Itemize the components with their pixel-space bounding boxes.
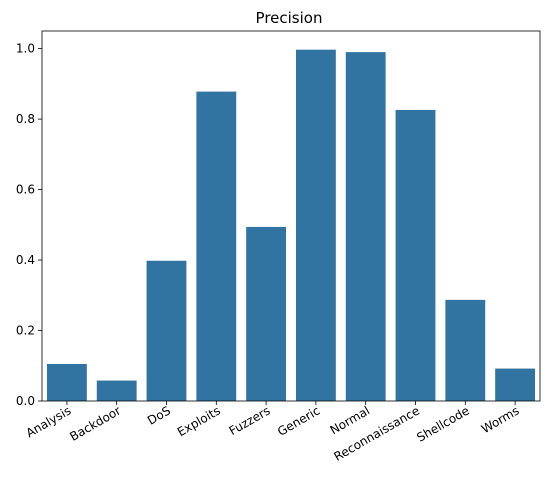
y-tick-label: 0.8 (16, 112, 35, 126)
chart-title: Precision (256, 9, 323, 27)
bar-reconnaissance (395, 109, 436, 402)
bar-worms (495, 368, 536, 401)
y-tick-label: 0.2 (16, 324, 35, 338)
x-tick-label: Analysis (24, 403, 74, 440)
bar-dos (146, 260, 187, 401)
x-tick-label: Reconnaissance (331, 403, 422, 463)
x-tick-label: Exploits (175, 403, 223, 439)
bar-shellcode (445, 299, 486, 401)
x-tick-label: Shellcode (414, 403, 471, 444)
x-tick-label: Generic (275, 403, 322, 438)
x-tick-label: DoS (145, 403, 173, 427)
y-tick-label: 0.6 (16, 183, 35, 197)
y-tick-label: 0.0 (16, 394, 35, 408)
bar-fuzzers (246, 226, 287, 401)
plot-frame (41, 30, 541, 402)
y-tick-label: 1.0 (16, 42, 35, 56)
x-tick-label: Worms (479, 403, 522, 436)
bar-backdoor (96, 380, 137, 401)
bar-generic (295, 49, 336, 402)
x-tick-label: Backdoor (67, 403, 123, 443)
x-tick-label: Fuzzers (227, 403, 273, 438)
bar-analysis (46, 364, 87, 401)
bar-normal (345, 52, 386, 401)
bars-group (46, 49, 536, 402)
bar-exploits (196, 91, 237, 402)
y-tick-label: 0.4 (16, 253, 35, 267)
y-axis: 0.0 0.2 0.4 0.6 0.8 1.0 (16, 42, 42, 408)
